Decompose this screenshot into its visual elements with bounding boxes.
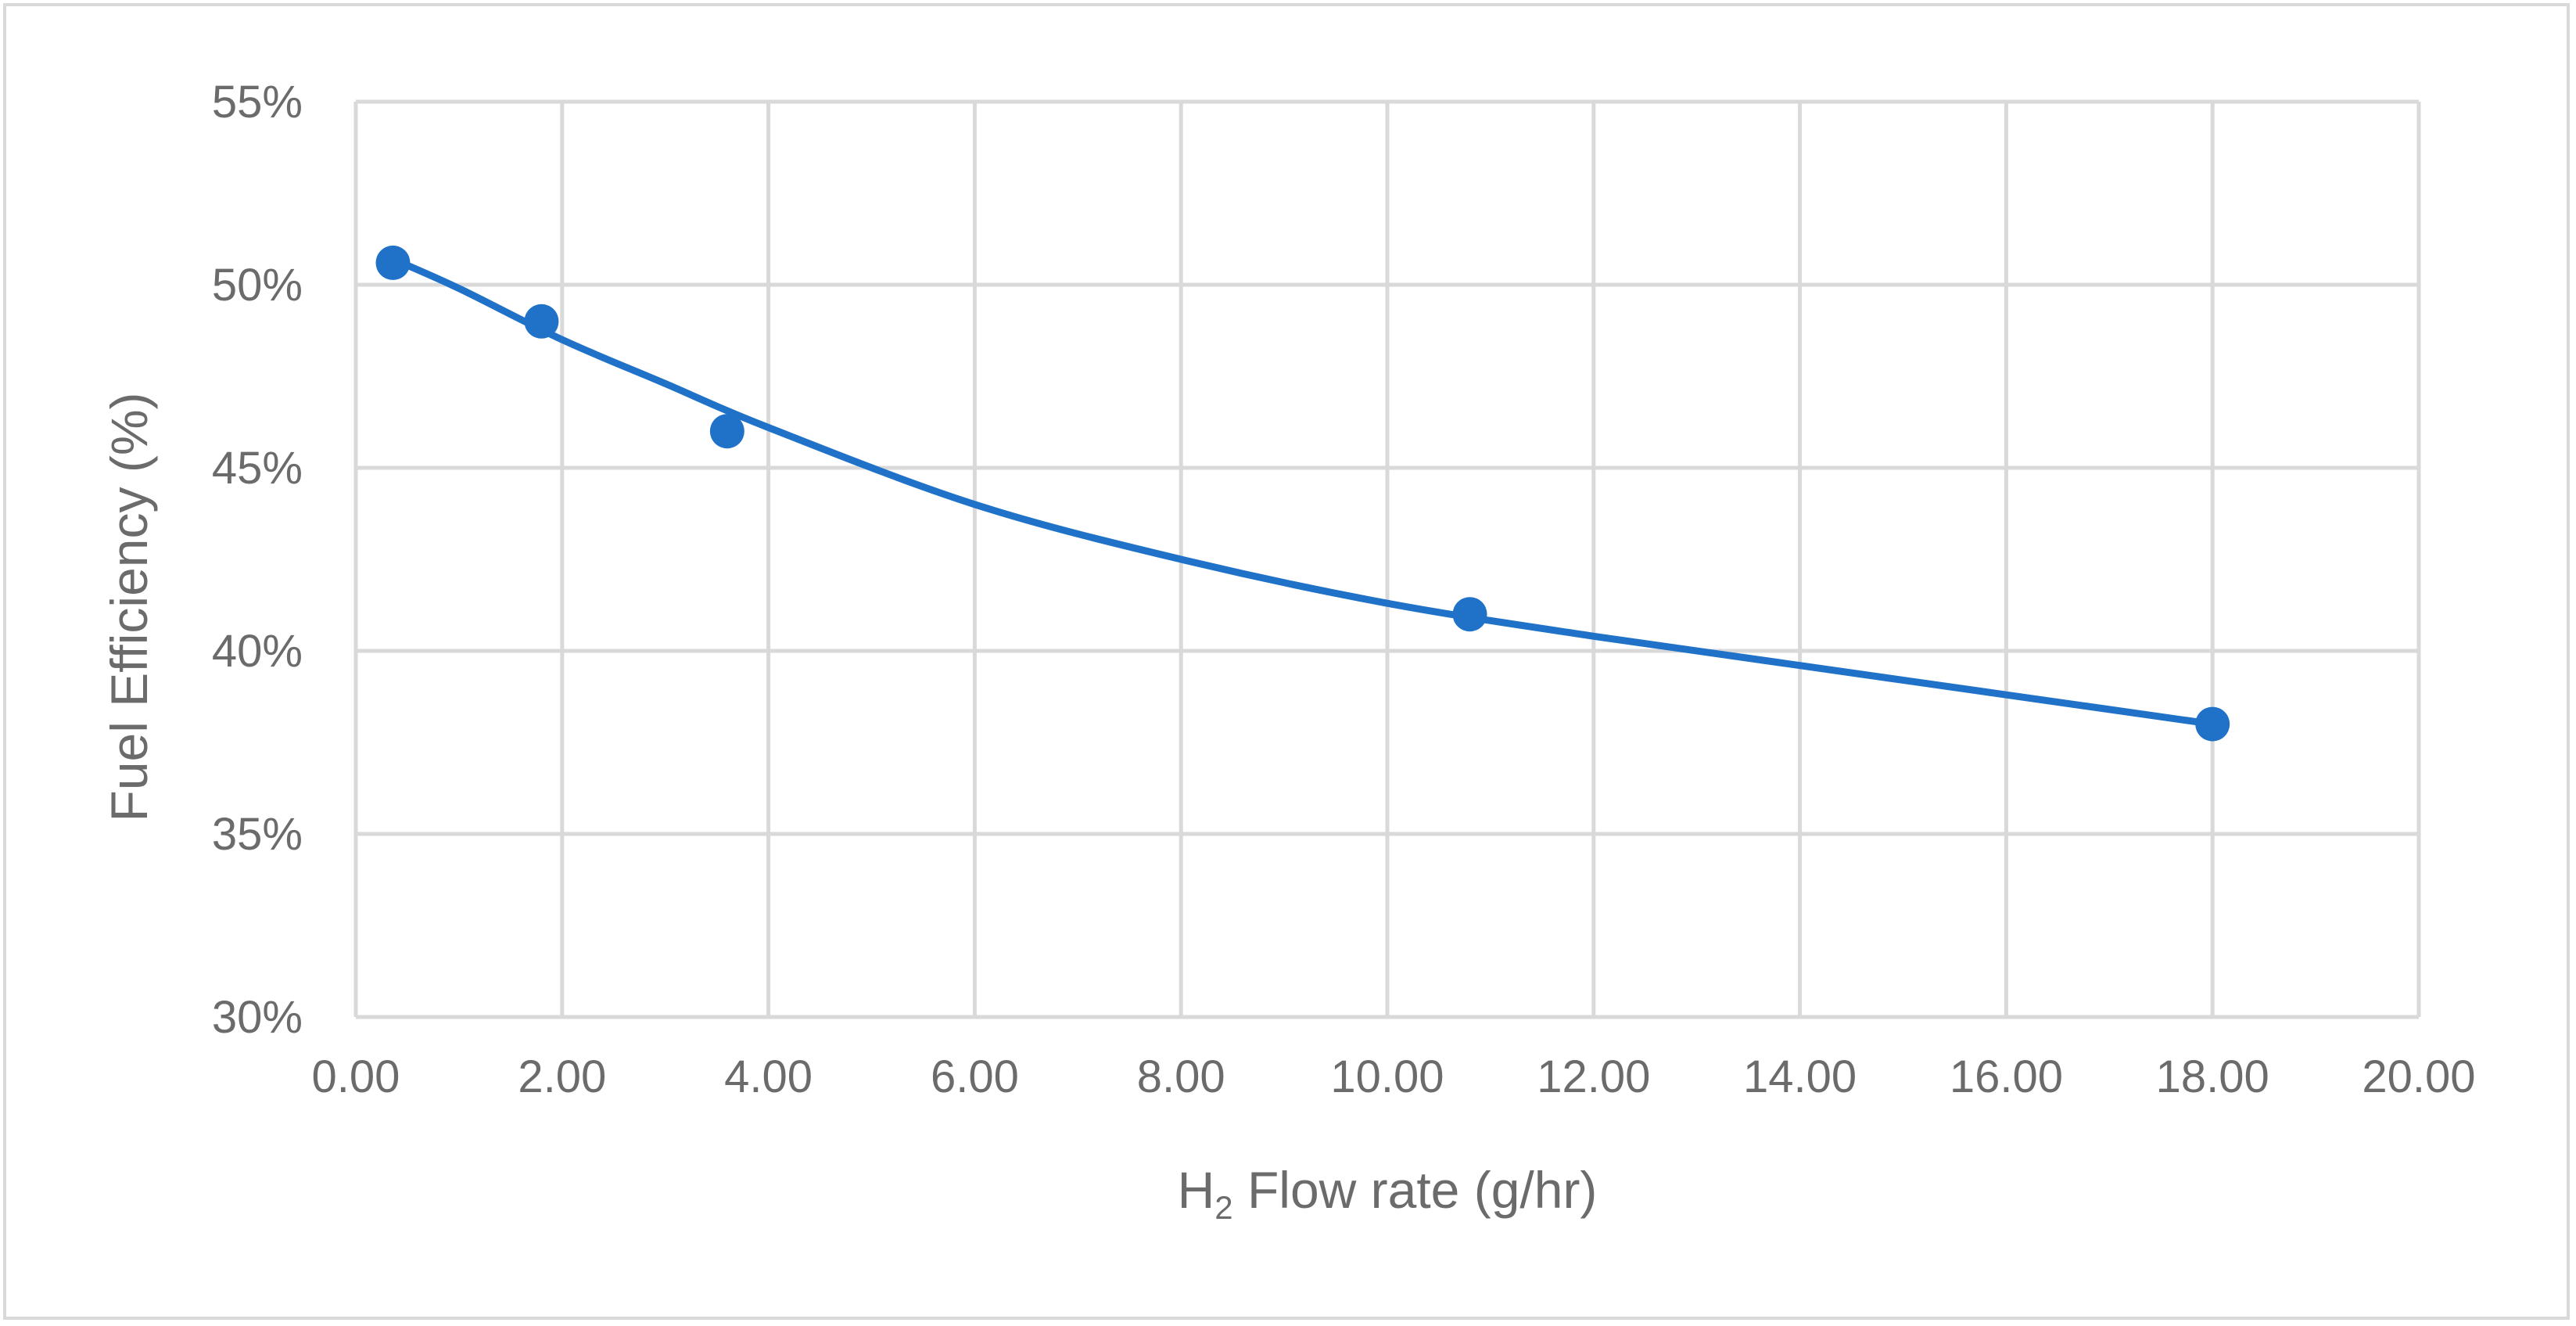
x-tick-label: 10.00 (1330, 1051, 1444, 1102)
x-axis-title-subscript: 2 (1214, 1189, 1232, 1226)
x-axis-title-rest: Flow rate (g/hr) (1233, 1161, 1598, 1219)
x-axis-title-main: H (1178, 1161, 1215, 1219)
y-axis-ticks: 30% 35% 40% 45% 50% 55% (212, 77, 303, 1043)
x-tick-label: 20.00 (2362, 1051, 2475, 1102)
x-axis-title: H2 Flow rate (g/hr) (1178, 1161, 1598, 1226)
x-tick-label: 2.00 (518, 1051, 606, 1102)
chart-frame (3, 3, 2570, 1320)
x-tick-label: 0.00 (312, 1051, 400, 1102)
trendline-group (389, 255, 2216, 728)
y-tick-label: 40% (212, 626, 303, 677)
x-tick-label: 12.00 (1537, 1051, 1650, 1102)
y-tick-label: 50% (212, 260, 303, 311)
x-tick-label: 4.00 (724, 1051, 813, 1102)
x-tick-label: 14.00 (1743, 1051, 1857, 1102)
data-point (2195, 706, 2230, 742)
x-tick-label: 8.00 (1137, 1051, 1225, 1102)
x-tick-label: 18.00 (2156, 1051, 2269, 1102)
x-axis-ticks: 0.00 2.00 4.00 6.00 8.00 10.00 12.00 14.00 16.00… (312, 1051, 2476, 1102)
data-point (1452, 597, 1487, 632)
data-point (375, 245, 411, 280)
y-tick-label: 55% (212, 77, 303, 128)
x-tick-label: 6.00 (931, 1051, 1019, 1102)
data-point (524, 304, 559, 339)
x-tick-label: 16.00 (1950, 1051, 2063, 1102)
y-tick-label: 30% (212, 992, 303, 1043)
data-points (375, 245, 2230, 742)
trendline (389, 255, 2216, 728)
y-tick-label: 45% (212, 443, 303, 494)
y-tick-label: 35% (212, 809, 303, 860)
y-axis-title: Fuel Efficiency (%) (100, 393, 158, 822)
data-point (709, 414, 744, 449)
grid (353, 99, 2421, 1019)
